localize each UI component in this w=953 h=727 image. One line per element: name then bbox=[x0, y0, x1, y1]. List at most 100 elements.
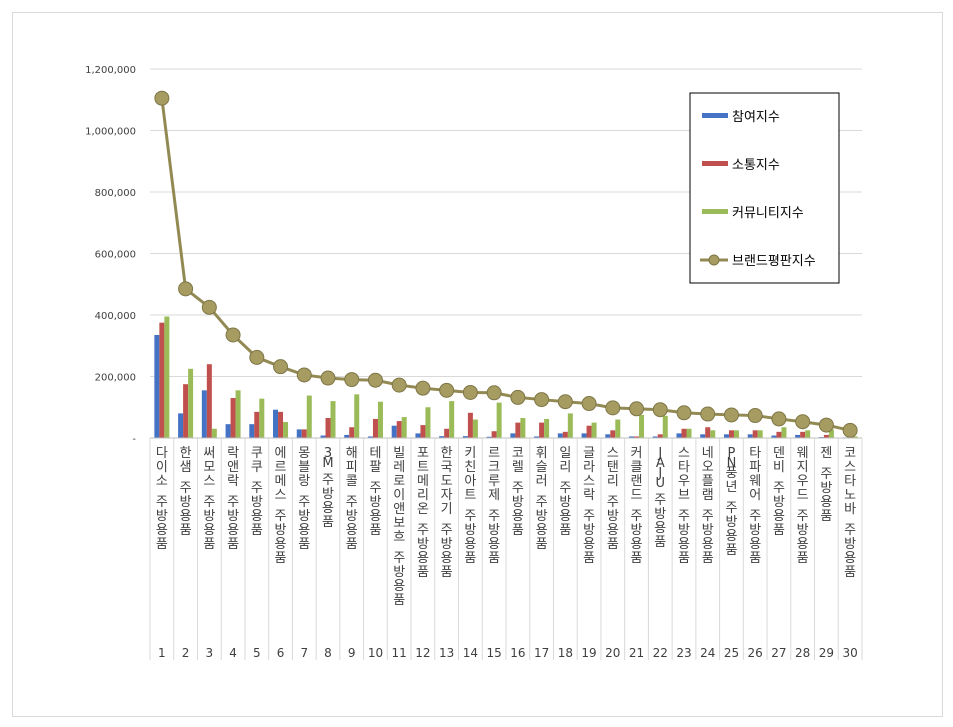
line-point bbox=[344, 372, 360, 388]
bar-커뮤니티지수 bbox=[520, 418, 526, 438]
x-axis: 다 이 소 주 방 용 품 1 한 샘 주 방 용 품 2 써 모 스 주 방 용 품 3 락 앤 락 주 방 용 품 4 쿠 쿠 주 방 용 품 5 에 르… bbox=[149, 437, 863, 660]
bar-소통지수 bbox=[681, 428, 687, 438]
bar-커뮤니티지수 bbox=[259, 398, 265, 438]
bar-참여지수 bbox=[391, 425, 397, 438]
rank-label: 11 bbox=[392, 646, 407, 660]
rank-label: 6 bbox=[277, 646, 285, 660]
bar-소통지수 bbox=[705, 427, 711, 438]
bar-커뮤니티지수 bbox=[330, 401, 336, 438]
y-tick-label: 200,000 bbox=[95, 373, 136, 384]
rank-label: 18 bbox=[558, 646, 573, 660]
bar-참여지수 bbox=[747, 434, 753, 438]
line-point bbox=[605, 400, 621, 416]
line-point bbox=[676, 405, 692, 421]
line-point bbox=[178, 281, 194, 297]
line-point bbox=[154, 90, 170, 106]
line-point bbox=[771, 411, 787, 427]
line-point bbox=[842, 422, 858, 438]
bar-소통지수 bbox=[610, 430, 616, 438]
bar-커뮤니티지수 bbox=[805, 430, 811, 438]
bar-커뮤니티지수 bbox=[567, 413, 573, 438]
bar-참여지수 bbox=[771, 435, 777, 438]
bar-커뮤니티지수 bbox=[283, 422, 289, 438]
bar-커뮤니티지수 bbox=[211, 428, 217, 438]
bar-커뮤니티지수 bbox=[354, 394, 360, 438]
line-series bbox=[154, 90, 858, 438]
rank-label: 5 bbox=[253, 646, 261, 660]
grid bbox=[150, 68, 862, 377]
legend-swatch-marker bbox=[708, 254, 720, 266]
rank-label: 20 bbox=[605, 646, 620, 660]
line-point bbox=[249, 349, 265, 365]
bar-소통지수 bbox=[325, 418, 331, 438]
rank-label: 14 bbox=[463, 646, 478, 660]
rank-label: 26 bbox=[748, 646, 763, 660]
bar-커뮤니티지수 bbox=[164, 316, 170, 438]
bar-참여지수 bbox=[439, 436, 445, 438]
y-tick-label: 400,000 bbox=[95, 311, 136, 322]
bar-참여지수 bbox=[486, 436, 492, 438]
legend-label: 소통지수 bbox=[732, 158, 780, 173]
rank-label: 19 bbox=[581, 646, 596, 660]
rank-label: 4 bbox=[229, 646, 237, 660]
rank-label: 13 bbox=[439, 646, 454, 660]
rank-label: 22 bbox=[653, 646, 668, 660]
rank-label: 2 bbox=[182, 646, 190, 660]
bar-소통지수 bbox=[467, 412, 473, 438]
bar-소통지수 bbox=[776, 431, 782, 438]
legend-label: 커뮤니티지수 bbox=[732, 206, 804, 221]
bar-참여지수 bbox=[225, 424, 231, 438]
bar-소통지수 bbox=[301, 429, 307, 438]
bar-참여지수 bbox=[795, 434, 801, 438]
bar-커뮤니티지수 bbox=[449, 401, 455, 438]
bar-소통지수 bbox=[823, 434, 829, 438]
line-point bbox=[296, 367, 312, 383]
legend-swatch bbox=[702, 113, 728, 118]
bar-소통지수 bbox=[539, 422, 545, 438]
line-point bbox=[629, 401, 645, 417]
bar-참여지수 bbox=[605, 434, 611, 438]
bar-참여지수 bbox=[178, 413, 184, 438]
bar-커뮤니티지수 bbox=[662, 415, 668, 438]
line-point bbox=[723, 407, 739, 423]
bar-참여지수 bbox=[201, 390, 207, 438]
bar-참여지수 bbox=[700, 434, 706, 438]
bar-소통지수 bbox=[515, 422, 521, 438]
bar-소통지수 bbox=[159, 322, 165, 438]
bar-참여지수 bbox=[534, 436, 540, 438]
bar-참여지수 bbox=[296, 429, 302, 438]
line-point bbox=[652, 402, 668, 418]
line-point bbox=[795, 414, 811, 430]
line-point bbox=[700, 406, 716, 422]
rank-label: 8 bbox=[324, 646, 332, 660]
y-tick-label: 800,000 bbox=[95, 188, 136, 199]
bar-참여지수 bbox=[367, 436, 373, 438]
bar-참여지수 bbox=[676, 433, 682, 438]
bar-커뮤니티지수 bbox=[710, 430, 716, 438]
bar-소통지수 bbox=[444, 428, 450, 438]
bar-소통지수 bbox=[230, 398, 236, 438]
bar-소통지수 bbox=[800, 431, 806, 438]
bar-소통지수 bbox=[349, 427, 355, 438]
bar-소통지수 bbox=[183, 384, 189, 438]
bar-소통지수 bbox=[206, 364, 212, 438]
rank-label: 12 bbox=[415, 646, 430, 660]
